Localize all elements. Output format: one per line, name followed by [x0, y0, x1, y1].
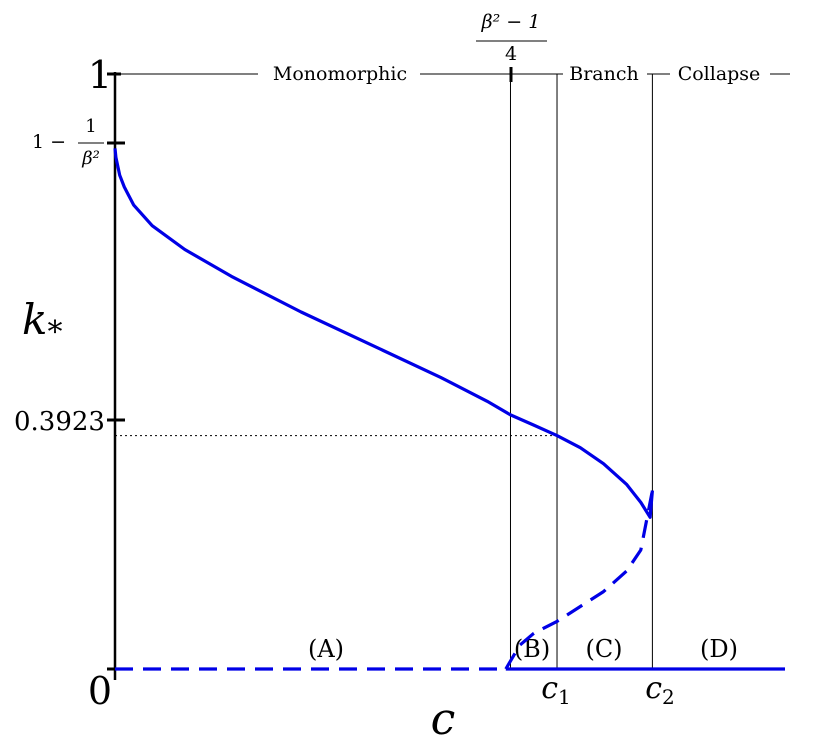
collapse-label-bg	[670, 62, 770, 86]
branch-label-bg	[563, 62, 647, 86]
dynamic-layer	[113, 74, 785, 671]
c2-label: c2	[645, 671, 675, 709]
monomorphic-label-bg	[258, 62, 420, 86]
x-axis-label: c	[431, 694, 456, 744]
series-line-1-dashed	[504, 490, 654, 670]
beta-frac-den: 4	[505, 43, 517, 65]
phase-label-branch: Branch	[569, 63, 639, 85]
y-axis-label: k*	[22, 295, 62, 350]
c1-label: c1	[541, 671, 571, 709]
region-label-d: (D)	[700, 635, 738, 663]
series-line-0-solid	[113, 148, 654, 519]
region-label-c: (C)	[585, 635, 622, 663]
y-tick-label-prefix: 1 −	[32, 131, 66, 153]
origin-label: 0	[88, 669, 112, 713]
region-label-b: (B)	[514, 635, 550, 663]
y-tick-label-0-3923: 0.3923	[14, 407, 105, 437]
beta-frac-num: β² − 1	[481, 11, 541, 33]
phase-label-collapse: Collapse	[678, 63, 761, 85]
phase-label-monomorphic: Monomorphic	[273, 63, 407, 85]
region-label-a: (A)	[308, 635, 344, 663]
y-tick-label-frac-den: β²	[81, 148, 100, 169]
y-tick-label-1: 1	[88, 53, 112, 97]
y-tick-label-frac-num: 1	[85, 116, 96, 137]
